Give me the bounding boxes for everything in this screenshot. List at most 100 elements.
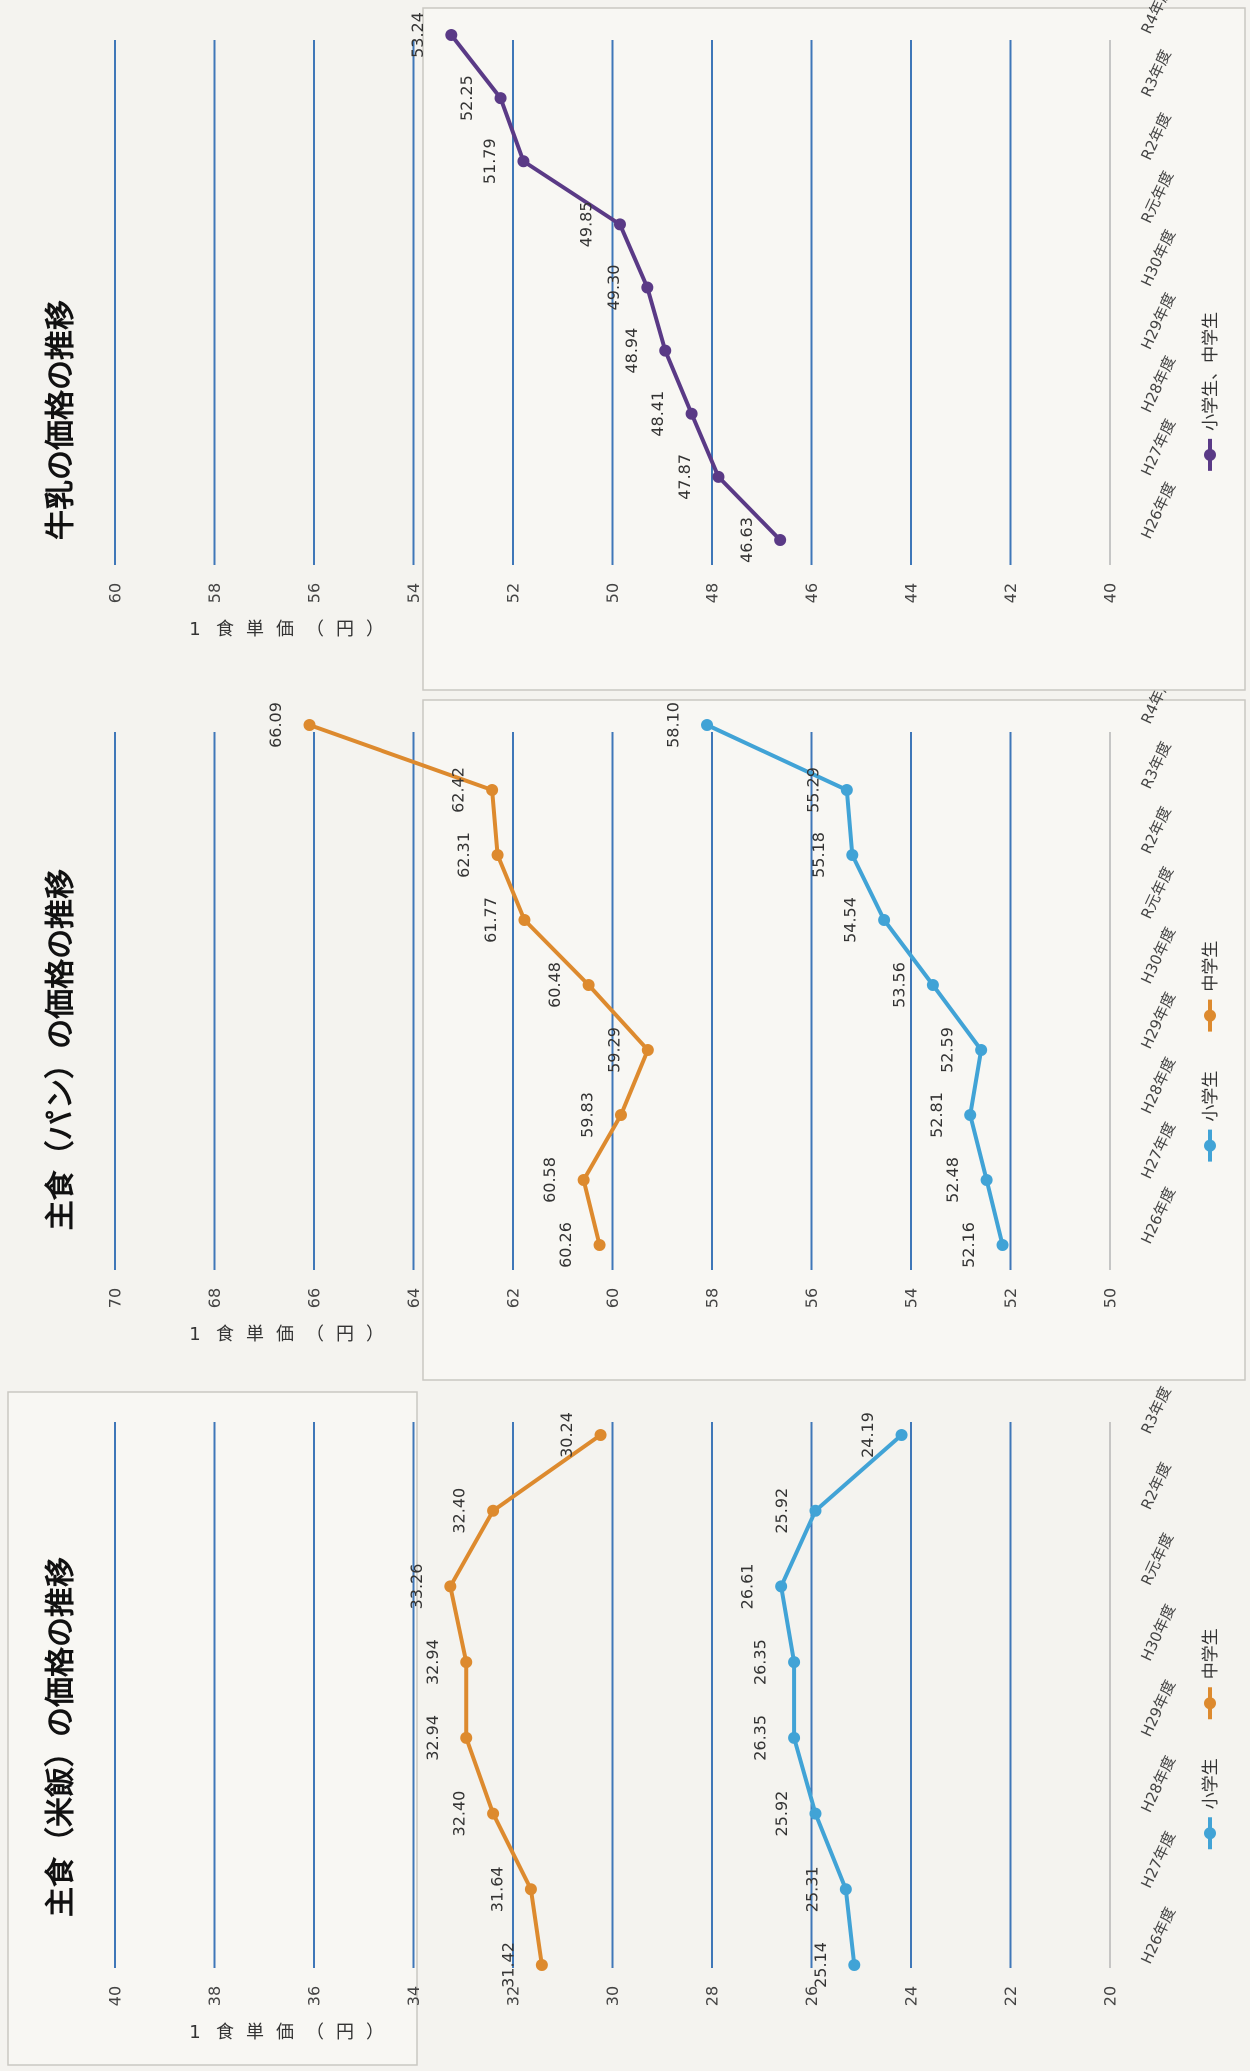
data-point xyxy=(788,1656,801,1669)
y-tick-label: 24 xyxy=(902,1986,921,2006)
data-label: 52.81 xyxy=(927,1092,946,1138)
data-label: 33.26 xyxy=(407,1564,426,1610)
data-point xyxy=(848,1959,861,1971)
y-axis-label-char: 価 xyxy=(276,1324,294,1345)
data-point xyxy=(846,849,859,861)
y-axis-label-char: 円 xyxy=(336,619,354,640)
y-axis-label-char: 1 xyxy=(189,2022,200,2043)
chart-title: 主食（パン）の価格の推移 xyxy=(44,869,79,1231)
y-tick-label: 54 xyxy=(404,583,423,603)
y-tick-label: 62 xyxy=(504,1288,523,1308)
data-point xyxy=(524,1883,537,1896)
data-point xyxy=(840,784,853,796)
data-label: 31.42 xyxy=(498,1942,517,1988)
y-tick-label: 48 xyxy=(703,583,722,603)
chart-title: 牛乳の価格の推移 xyxy=(44,300,79,540)
y-tick-label: 44 xyxy=(902,583,921,603)
data-point xyxy=(517,155,530,168)
legend-label: 小学生 xyxy=(1201,1071,1221,1122)
data-label: 51.79 xyxy=(480,138,499,184)
data-label: 52.59 xyxy=(938,1027,957,1073)
data-label: 52.25 xyxy=(457,75,476,121)
y-axis-label-char: 単 xyxy=(246,2022,264,2043)
legend-swatch-marker xyxy=(1204,1139,1216,1152)
legend-label: 小学生 xyxy=(1201,1758,1221,1809)
y-tick-label: 42 xyxy=(1001,583,1020,603)
y-tick-label: 40 xyxy=(106,1986,125,2006)
y-tick-label: 40 xyxy=(1101,583,1120,603)
legend-label: 中学生 xyxy=(1201,1628,1221,1679)
data-point xyxy=(895,1429,908,1441)
y-tick-label: 50 xyxy=(603,583,622,603)
x-category-label: H29年度 xyxy=(1137,1677,1179,1739)
data-point xyxy=(788,1731,801,1744)
data-point xyxy=(444,1580,457,1593)
legend-swatch-marker xyxy=(1204,1697,1216,1710)
data-label: 60.48 xyxy=(545,962,564,1008)
data-point xyxy=(774,534,787,546)
data-label: 48.94 xyxy=(622,328,641,374)
y-tick-label: 26 xyxy=(802,1986,821,2006)
y-tick-label: 50 xyxy=(1101,1288,1120,1308)
y-axis-label-char: 食 xyxy=(216,619,234,640)
y-axis-label-char: ） xyxy=(366,1324,384,1345)
y-axis-label: 1 食単価 （ 円 ） xyxy=(189,1324,384,1345)
y-tick-label: 52 xyxy=(1001,1288,1020,1308)
data-point xyxy=(445,29,458,41)
y-tick-label: 46 xyxy=(802,583,821,603)
chart-panel-background xyxy=(422,7,1246,691)
data-point xyxy=(594,1429,607,1441)
data-label: 32.94 xyxy=(423,1715,442,1761)
y-tick-label: 20 xyxy=(1101,1986,1120,2006)
data-label: 47.87 xyxy=(675,454,694,500)
y-axis-label-char: 単 xyxy=(246,619,264,640)
y-tick-label: 68 xyxy=(205,1288,224,1308)
data-point xyxy=(535,1959,548,1971)
y-axis-label-char: 食 xyxy=(216,1324,234,1345)
chart-panel-2: 4042444648505254565860H26年度H27年度H28年度H29… xyxy=(44,0,1246,691)
data-label: 53.24 xyxy=(408,12,427,58)
legend-label: 小学生、中学生 xyxy=(1201,312,1221,431)
y-axis-label-char: 単 xyxy=(246,1324,264,1345)
y-axis-label-char: 円 xyxy=(336,2022,354,2043)
data-point xyxy=(975,1044,988,1056)
data-point xyxy=(491,849,504,861)
y-tick-label: 52 xyxy=(504,583,523,603)
y-axis-label-char: 1 xyxy=(189,1324,200,1345)
y-tick-label: 32 xyxy=(504,1986,523,2006)
data-point xyxy=(926,979,939,991)
y-axis-label-char: （ xyxy=(306,2022,324,2043)
data-point xyxy=(839,1883,852,1896)
y-tick-label: 66 xyxy=(305,1288,324,1308)
data-point xyxy=(518,914,531,926)
data-label: 55.29 xyxy=(803,767,822,813)
data-label: 25.31 xyxy=(802,1866,821,1912)
x-category-label: H26年度 xyxy=(1137,1904,1179,1966)
data-label: 46.63 xyxy=(737,517,756,563)
data-point xyxy=(486,784,499,796)
data-point xyxy=(614,1109,627,1121)
legend-item: 中学生 xyxy=(1201,1628,1221,1720)
legend-swatch-marker xyxy=(1204,1827,1216,1840)
y-tick-label: 60 xyxy=(603,1288,622,1308)
data-point xyxy=(582,979,595,991)
data-label: 32.94 xyxy=(423,1639,442,1685)
data-label: 60.58 xyxy=(540,1157,559,1203)
data-point xyxy=(593,1239,606,1251)
data-label: 55.18 xyxy=(809,832,828,878)
y-axis-label: 1 食単価 （ 円 ） xyxy=(189,619,384,640)
data-point xyxy=(460,1731,473,1744)
chart-panel-0: 20 22 24 26 28 30 32 34 36 38 40 H26年度 H27年度 H28年度 H29… xyxy=(7,1384,1221,2066)
data-label: 26.35 xyxy=(751,1715,770,1761)
y-axis-label-char: ） xyxy=(366,619,384,640)
legend-item: 中学生 xyxy=(1201,941,1221,1032)
data-point xyxy=(964,1109,977,1121)
data-point xyxy=(303,719,316,731)
chart-panel-background xyxy=(422,699,1246,1381)
chart-title: 主食（米飯）の価格の推移 xyxy=(44,1557,79,1917)
chart-panel-1: 5052545658606264666870H26年度H27年度H28年度H29… xyxy=(44,674,1246,1381)
data-point xyxy=(487,1504,500,1517)
y-tick-label: 54 xyxy=(902,1288,921,1308)
data-point xyxy=(712,470,725,483)
data-point xyxy=(996,1239,1009,1251)
